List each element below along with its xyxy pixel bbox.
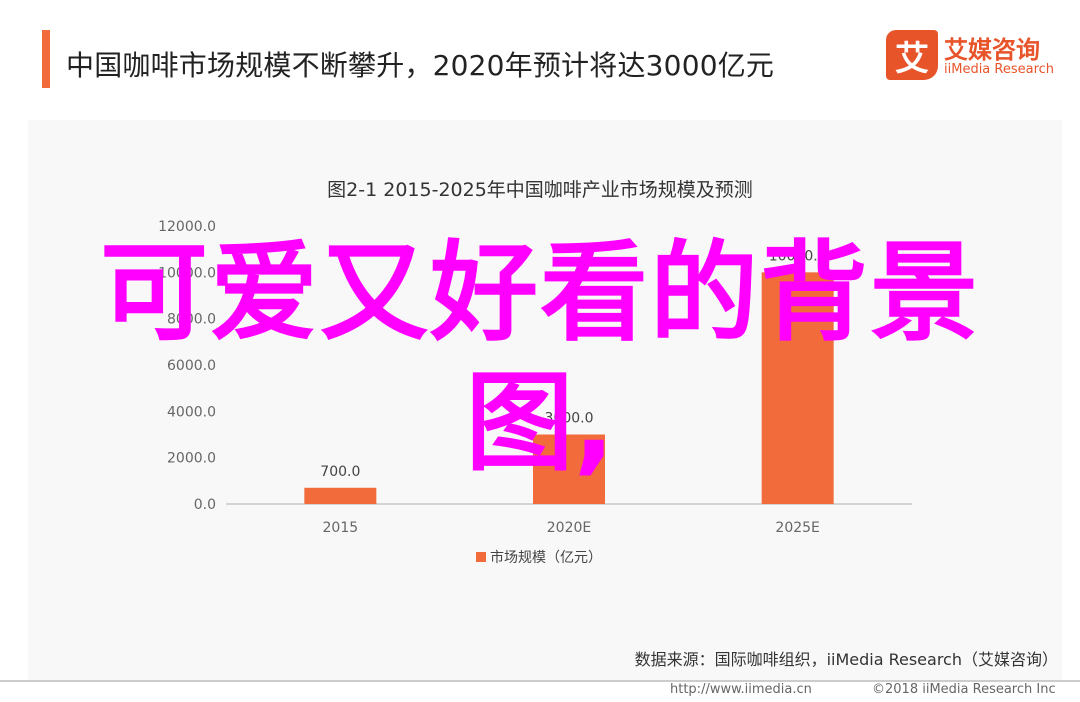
footer-url-link[interactable]: http://www.iimedia.cn bbox=[670, 682, 812, 697]
overlay-text-line2: 图, bbox=[465, 361, 615, 486]
footer-divider bbox=[0, 680, 1080, 682]
logo-name-cn: 艾媒咨询 bbox=[944, 36, 1040, 64]
source-note: 数据来源：国际咖啡组织，iiMedia Research（艾媒咨询） bbox=[634, 650, 1058, 669]
legend-label: 市场规模（亿元） bbox=[490, 549, 602, 566]
x-axis-ticks: 2015 2020E 2025E bbox=[323, 520, 820, 536]
logo-name-en: iiMedia Research bbox=[944, 62, 1055, 77]
y-tick-label: 6000.0 bbox=[167, 358, 216, 374]
legend-swatch bbox=[476, 552, 486, 562]
overlay-text-line1: 可爱又好看的背景 bbox=[99, 231, 980, 356]
bar-value-label: 700.0 bbox=[320, 464, 360, 480]
chart-title: 图2-1 2015-2025年中国咖啡产业市场规模及预测 bbox=[327, 179, 753, 201]
x-tick-label: 2015 bbox=[323, 520, 359, 536]
bar-labels-group: 700.0 3000.0 10000.0 bbox=[320, 248, 826, 479]
y-axis-ticks: 0.0 2000.0 4000.0 6000.0 8000.0 10000.0 12000.… bbox=[158, 219, 216, 513]
x-tick-label: 2020E bbox=[547, 520, 591, 536]
page-title: 中国咖啡市场规模不断攀升，2020年预计将达3000亿元 bbox=[66, 49, 775, 82]
chart-panel bbox=[28, 120, 1062, 680]
y-tick-label: 2000.0 bbox=[167, 451, 216, 467]
y-tick-label: 8000.0 bbox=[167, 312, 216, 328]
y-tick-label: 0.0 bbox=[194, 497, 216, 513]
bar bbox=[761, 272, 834, 504]
bar-value-label: 3000.0 bbox=[545, 411, 594, 427]
header-accent-bar bbox=[42, 30, 50, 88]
logo-mark-icon: 艾 bbox=[886, 30, 938, 80]
bar bbox=[304, 487, 377, 504]
y-tick-label: 4000.0 bbox=[167, 404, 216, 420]
bar-value-label: 10000.0 bbox=[769, 248, 827, 264]
y-tick-label: 10000.0 bbox=[158, 265, 216, 281]
chart-legend: 市场规模（亿元） bbox=[476, 549, 602, 566]
footer-copyright: ©2018 iiMedia Research Inc bbox=[872, 682, 1056, 697]
y-tick-label: 12000.0 bbox=[158, 219, 216, 235]
brand-logo: 艾 艾媒咨询 iiMedia Research bbox=[886, 28, 1066, 84]
bar bbox=[533, 434, 605, 504]
bars-group bbox=[304, 272, 834, 504]
x-tick-label: 2025E bbox=[775, 520, 819, 536]
